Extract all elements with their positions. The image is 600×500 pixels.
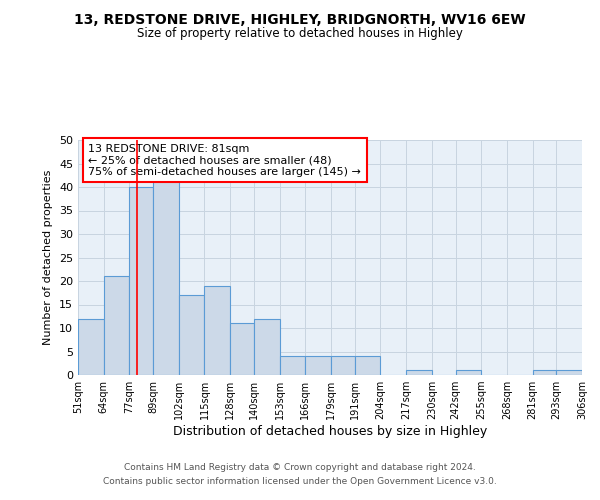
X-axis label: Distribution of detached houses by size in Highley: Distribution of detached houses by size …: [173, 425, 487, 438]
Bar: [130, 187, 153, 375]
Text: 13 REDSTONE DRIVE: 81sqm
← 25% of detached houses are smaller (48)
75% of semi-d: 13 REDSTONE DRIVE: 81sqm ← 25% of detach…: [88, 144, 361, 176]
Bar: [533, 370, 556, 375]
Bar: [254, 318, 280, 375]
Bar: [230, 324, 254, 375]
Text: Contains HM Land Registry data © Crown copyright and database right 2024.: Contains HM Land Registry data © Crown c…: [124, 464, 476, 472]
Bar: [305, 356, 331, 375]
Bar: [331, 356, 355, 375]
Bar: [556, 370, 582, 375]
Bar: [153, 178, 179, 375]
Bar: [455, 370, 481, 375]
Bar: [280, 356, 305, 375]
Bar: [205, 286, 230, 375]
Bar: [104, 276, 130, 375]
Y-axis label: Number of detached properties: Number of detached properties: [43, 170, 53, 345]
Text: 13, REDSTONE DRIVE, HIGHLEY, BRIDGNORTH, WV16 6EW: 13, REDSTONE DRIVE, HIGHLEY, BRIDGNORTH,…: [74, 12, 526, 26]
Bar: [406, 370, 432, 375]
Text: Size of property relative to detached houses in Highley: Size of property relative to detached ho…: [137, 28, 463, 40]
Bar: [355, 356, 380, 375]
Text: Contains public sector information licensed under the Open Government Licence v3: Contains public sector information licen…: [103, 477, 497, 486]
Bar: [78, 318, 104, 375]
Bar: [179, 295, 205, 375]
